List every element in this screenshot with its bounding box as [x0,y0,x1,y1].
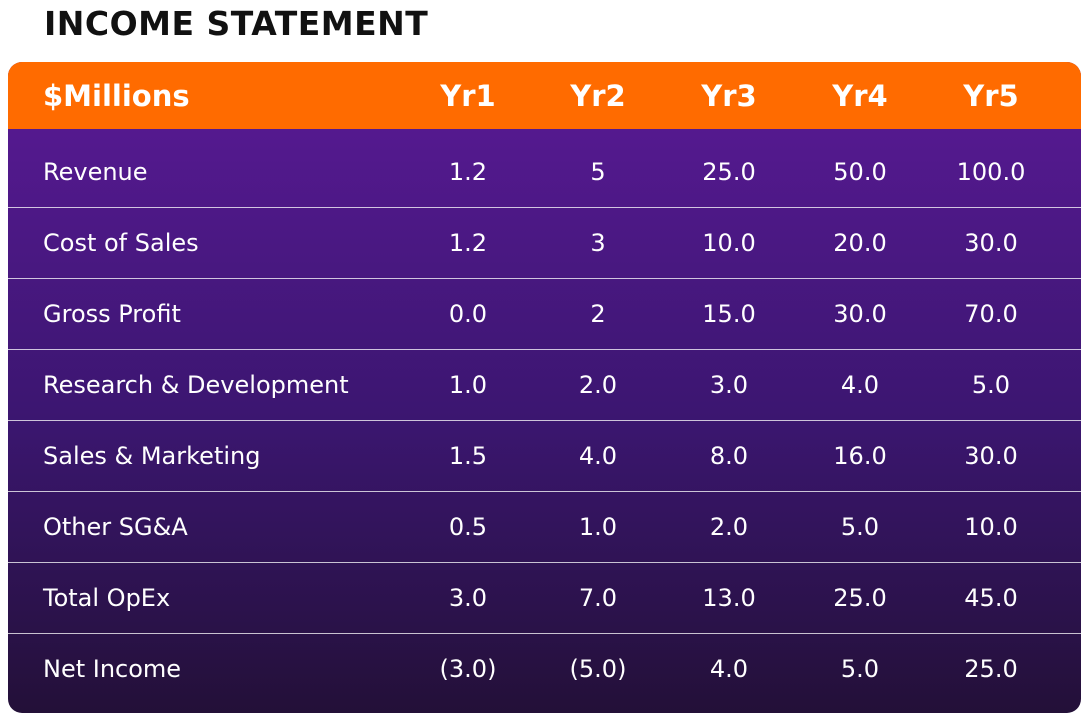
row-value-yr4: 5.0 [840,512,880,541]
table-row-net-income: Net Income (3.0) (5.0) 4.0 5.0 25.0 [8,633,1081,703]
row-value-yr1: 0.0 [448,299,488,328]
row-value-yr1: 0.5 [448,512,488,541]
table-row-gross-profit: Gross Profit 0.0 2 15.0 30.0 70.0 [8,278,1081,348]
table-row-revenue: Revenue 1.2 5 25.0 50.0 100.0 [8,137,1081,207]
row-value-yr2: 7.0 [578,583,618,612]
row-value-yr3: 4.0 [709,654,749,683]
row-value-yr3: 2.0 [709,512,749,541]
header-year-4: Yr4 [832,78,888,113]
row-value-yr1: 1.5 [448,441,488,470]
row-value-yr4: 30.0 [833,299,887,328]
row-value-yr3: 15.0 [702,299,756,328]
row-value-yr5: 25.0 [964,654,1018,683]
row-label: Cost of Sales [43,228,199,257]
row-value-yr4: 5.0 [840,654,880,683]
row-value-yr4: 25.0 [833,583,887,612]
row-value-yr5: 5.0 [971,370,1011,399]
row-value-yr3: 3.0 [709,370,749,399]
row-label: Gross Profit [43,299,181,328]
table-row-research-development: Research & Development 1.0 2.0 3.0 4.0 5… [8,349,1081,419]
row-value-yr2: 4.0 [578,441,618,470]
header-units-label: $Millions [43,78,190,113]
row-value-yr5: 30.0 [964,228,1018,257]
row-label: Research & Development [43,370,349,399]
income-statement-table: $Millions Yr1 Yr2 Yr3 Yr4 Yr5 Revenue 1.… [8,62,1081,713]
row-value-yr2: 3 [590,228,606,257]
row-value-yr1: 1.2 [448,158,488,186]
row-value-yr1: 3.0 [448,583,488,612]
row-value-yr3: 8.0 [709,441,749,470]
header-year-1: Yr1 [440,78,496,113]
row-value-yr5: 30.0 [964,441,1018,470]
row-value-yr3: 10.0 [702,228,756,257]
row-value-yr2: 1.0 [578,512,618,541]
header-year-5: Yr5 [963,78,1019,113]
row-value-yr2: (5.0) [569,654,627,683]
table-row-total-opex: Total OpEx 3.0 7.0 13.0 25.0 45.0 [8,562,1081,632]
row-value-yr4: 16.0 [833,441,887,470]
page-title: INCOME STATEMENT [44,4,429,43]
row-label: Net Income [43,654,182,683]
table-header-row: $Millions Yr1 Yr2 Yr3 Yr4 Yr5 [8,62,1081,129]
row-value-yr2: 5 [590,158,606,186]
header-year-3: Yr3 [701,78,757,113]
row-value-yr5: 10.0 [964,512,1018,541]
table-row-other-sga: Other SG&A 0.5 1.0 2.0 5.0 10.0 [8,491,1081,561]
row-label: Other SG&A [43,512,188,541]
row-value-yr5: 70.0 [964,299,1018,328]
row-value-yr1: (3.0) [439,654,497,683]
row-value-yr2: 2.0 [578,370,618,399]
row-value-yr1: 1.0 [448,370,488,399]
header-year-2: Yr2 [570,78,626,113]
row-value-yr2: 2 [590,299,606,328]
row-value-yr4: 50.0 [833,158,887,186]
table-row-sales-marketing: Sales & Marketing 1.5 4.0 8.0 16.0 30.0 [8,420,1081,490]
row-label: Total OpEx [43,583,171,612]
row-label: Sales & Marketing [43,441,261,470]
row-value-yr4: 4.0 [840,370,880,399]
row-value-yr1: 1.2 [448,228,488,257]
row-value-yr5: 100.0 [956,158,1026,186]
row-value-yr3: 25.0 [702,158,756,186]
row-label: Revenue [43,158,148,186]
row-value-yr3: 13.0 [702,583,756,612]
row-value-yr5: 45.0 [964,583,1018,612]
table-row-cost-of-sales: Cost of Sales 1.2 3 10.0 20.0 30.0 [8,207,1081,277]
row-value-yr4: 20.0 [833,228,887,257]
